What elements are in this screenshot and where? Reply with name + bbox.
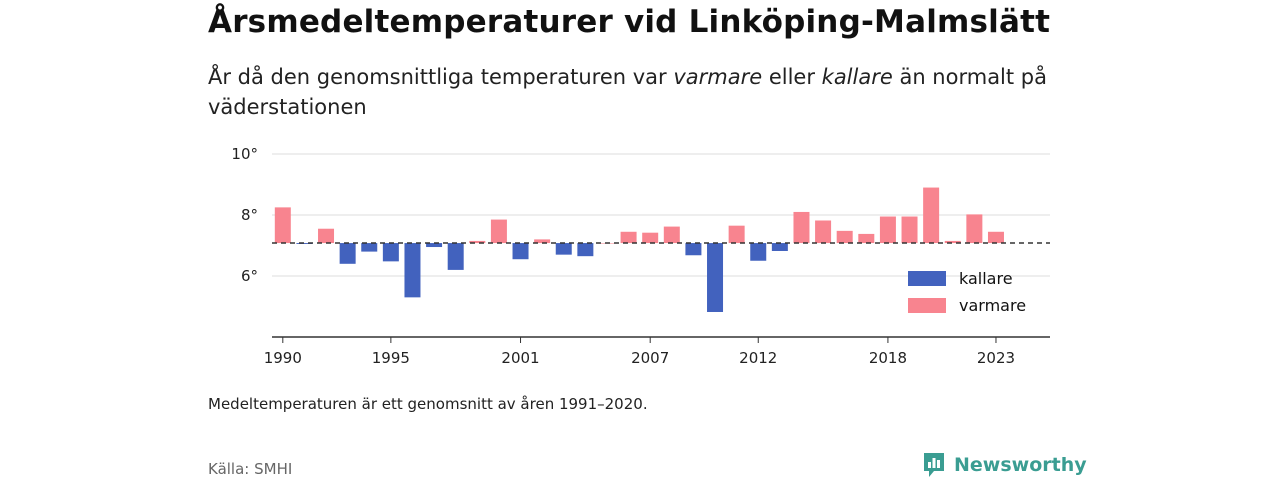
x-tick-label-1995: 1995 [372,349,410,367]
y-tick-label-6: 6° [241,267,258,285]
bar-2016 [836,230,853,244]
subtitle-part-middle: eller [762,65,822,89]
bar-2015 [815,220,832,244]
x-tick-label-2001: 2001 [501,349,539,367]
bar-2004 [577,243,594,257]
bar-2010 [707,243,724,312]
chart-subtitle: År då den genomsnittliga temperaturen va… [208,62,1068,122]
bar-1992 [318,228,335,244]
x-tick-label-2018: 2018 [869,349,907,367]
footnote: Medeltemperaturen är ett genomsnitt av å… [208,395,648,413]
bar-2022 [966,214,983,244]
subtitle-part-after: än normalt på väderstationen [208,65,1047,119]
bar-2023 [987,231,1004,244]
subtitle-warm-word: varmare [673,65,763,89]
bar-2001 [512,243,529,260]
bar-2011 [728,225,745,244]
bar-1997 [426,243,443,248]
bar-2003 [555,243,572,255]
legend-label-varmare: varmare [959,296,1026,315]
legend: kallare varmare [908,269,1026,315]
bar-2008 [663,226,680,244]
bar-1991 [296,243,313,244]
bar-2014 [793,211,810,244]
subtitle-cold-word: kallare [821,65,893,89]
legend-swatch-kallare [908,271,946,286]
bar-2018 [879,216,896,244]
bar-2006 [620,231,637,244]
bar-2012 [750,243,767,261]
brand-logo[interactable]: Newsworthy [922,450,1087,480]
legend-label-kallare: kallare [959,269,1013,288]
newsworthy-logo-icon [924,453,944,477]
bar-2000 [490,219,507,244]
bar-2007 [642,232,659,244]
y-tick-label-10: 10° [231,145,258,163]
bar-1994 [361,243,378,252]
y-axis-ticks: 6° 8° 10° [231,145,258,285]
bar-1996 [404,243,421,298]
legend-swatch-varmare [908,298,946,313]
bar-2020 [923,187,940,244]
subtitle-part-before: År då den genomsnittliga temperaturen va… [208,65,674,89]
bars [274,187,1004,312]
bar-2017 [858,233,875,244]
x-axis: 1990 1995 2001 2007 2012 2018 2023 [264,336,1050,367]
bar-1993 [339,243,356,264]
bar-1998 [447,243,464,270]
bar-2021 [944,240,961,244]
x-tick-label-2023: 2023 [977,349,1015,367]
bar-1995 [382,243,399,262]
bar-2013 [771,243,788,251]
bar-2019 [901,216,918,244]
bar-1999 [469,240,486,244]
x-tick-label-1990: 1990 [264,349,302,367]
chart-title: Årsmedeltemperaturer vid Linköping-Malms… [208,4,1051,40]
bar-2009 [685,243,702,256]
bar-2002 [534,239,551,244]
x-tick-label-2012: 2012 [739,349,777,367]
brand-name: Newsworthy [954,454,1087,476]
source-label: Källa: SMHI [208,460,293,478]
x-tick-label-2007: 2007 [631,349,669,367]
y-tick-label-8: 8° [241,206,258,224]
bar-1990 [274,207,291,244]
